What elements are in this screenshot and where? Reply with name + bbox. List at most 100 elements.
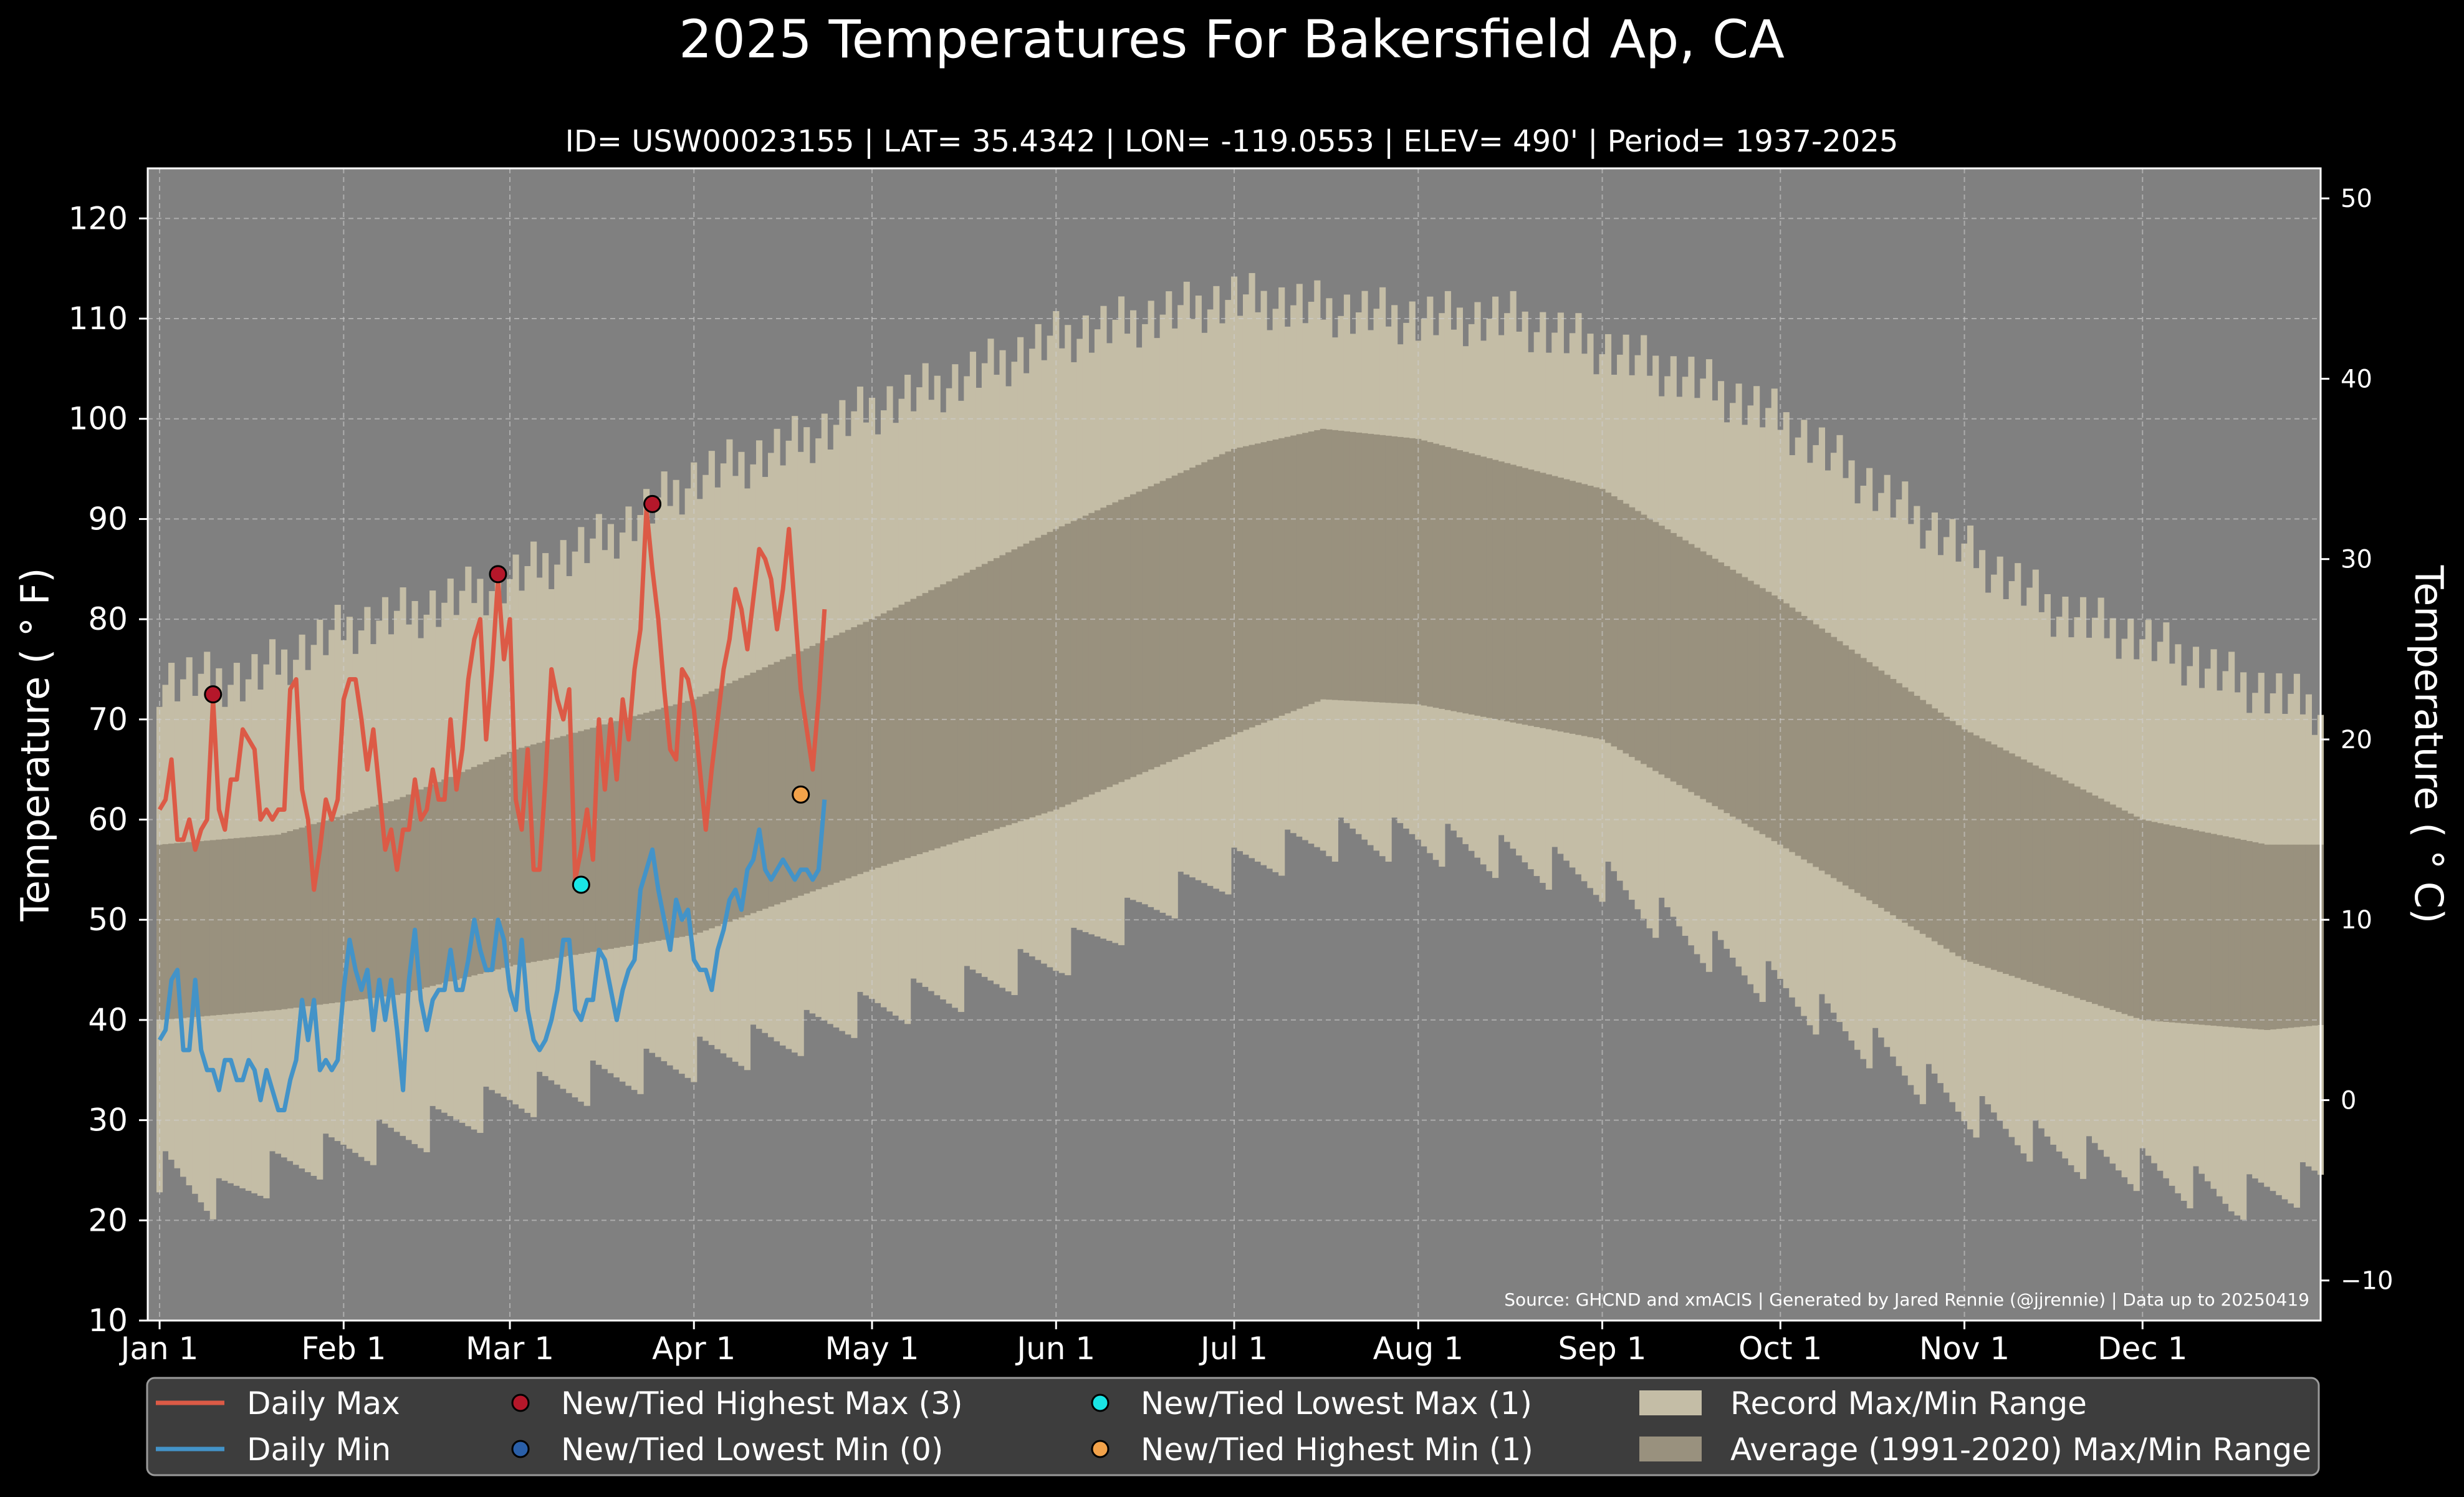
tick-label-x: Sep 1 xyxy=(1558,1331,1647,1367)
average-range-bar xyxy=(1326,429,1333,700)
daily-lines xyxy=(157,506,827,1112)
average-range-bar xyxy=(625,718,632,946)
average-range-bar xyxy=(684,701,691,936)
average-range-bar xyxy=(435,782,442,984)
record-markers xyxy=(204,494,810,894)
average-range-bar xyxy=(1368,433,1374,702)
average-range-bar xyxy=(952,578,959,843)
average-range-bar xyxy=(1902,687,1909,923)
average-range-bar xyxy=(239,837,246,1013)
average-range-bar xyxy=(1237,447,1244,733)
average-range-bar xyxy=(1255,443,1262,725)
average-range-bar xyxy=(245,837,252,1013)
average-range-bar xyxy=(168,844,175,1019)
average-range-bar xyxy=(1041,534,1048,814)
average-range-bar xyxy=(1717,562,1725,810)
average-range-bar xyxy=(441,779,448,983)
average-range-bar xyxy=(1082,516,1089,797)
average-range-bar xyxy=(1142,489,1149,773)
average-range-bar xyxy=(1124,497,1131,780)
average-range-bar xyxy=(661,708,668,940)
average-range-bar xyxy=(1308,431,1315,705)
tick-label-f: 10 xyxy=(88,1302,128,1339)
average-range-bar xyxy=(957,575,964,841)
average-range-bar xyxy=(928,590,935,850)
average-range-bar xyxy=(1795,612,1801,856)
average-range-bar xyxy=(1641,514,1647,764)
tick-label-x: Mar 1 xyxy=(466,1331,554,1367)
average-range-bar xyxy=(1652,522,1659,771)
average-range-bar xyxy=(1159,481,1166,765)
average-range-bar xyxy=(1201,462,1208,748)
average-range-bar xyxy=(1896,683,1902,919)
average-range-bar xyxy=(1848,649,1855,890)
average-range-bar xyxy=(1712,559,1719,806)
average-range-bar xyxy=(1278,438,1285,716)
average-range-bar xyxy=(1058,526,1065,807)
average-range-bar xyxy=(566,734,573,956)
average-range-bar xyxy=(1403,437,1410,704)
tick-label-f: 30 xyxy=(88,1102,128,1138)
average-range-bar xyxy=(1747,580,1754,827)
left-axis-label: Temperature ( ° F) xyxy=(12,568,58,922)
average-range-bar xyxy=(762,667,769,909)
average-range-bar xyxy=(1955,725,1962,956)
tick-label-x: Feb 1 xyxy=(301,1331,386,1367)
average-range-bar xyxy=(1296,434,1303,709)
average-range-bar xyxy=(1824,632,1831,875)
average-range-bar xyxy=(880,613,888,866)
average-range-bar xyxy=(1937,712,1944,945)
average-range-bar xyxy=(893,607,899,862)
daily-max-line xyxy=(157,506,827,892)
chart-title: 2025 Temperatures For Bakersfield Ap, CA xyxy=(679,9,1785,70)
average-range-bar xyxy=(192,841,199,1018)
average-range-bar xyxy=(489,759,496,971)
average-range-bar xyxy=(2311,844,2318,1026)
average-range-bar xyxy=(1723,566,1730,814)
average-range-bar xyxy=(1789,607,1796,852)
average-range-bar xyxy=(364,808,371,999)
average-range-bar xyxy=(1385,435,1392,703)
average-range-bar xyxy=(471,767,477,976)
average-range-bar xyxy=(1540,473,1546,728)
average-range-bar xyxy=(2270,844,2276,1030)
average-range-bar xyxy=(631,716,638,945)
average-range-bar xyxy=(1361,433,1368,702)
legend-marker-swatch xyxy=(511,1440,530,1458)
average-range-bar xyxy=(2252,842,2259,1029)
tick-label-c: 40 xyxy=(2341,365,2372,393)
average-range-bar xyxy=(2050,774,2057,990)
tick-label-f: 100 xyxy=(69,401,128,437)
average-range-bar xyxy=(1314,430,1321,702)
average-range-bar xyxy=(1919,700,1926,934)
average-range-bar xyxy=(2175,827,2182,1023)
average-range-bar xyxy=(643,713,650,943)
average-range-bar xyxy=(1563,479,1570,733)
average-range-bar xyxy=(1931,708,1938,941)
average-range-bar xyxy=(583,729,590,953)
average-range-bar xyxy=(1528,469,1535,726)
average-range-bar xyxy=(352,812,359,1001)
average-range-bar xyxy=(1183,470,1190,755)
tick-label-f: 120 xyxy=(69,200,128,236)
average-range-bar xyxy=(1765,592,1772,838)
average-range-bar xyxy=(2062,780,2069,994)
average-range-bar xyxy=(1985,741,1992,968)
legend: Daily Max Daily Min New/Tied Highest Max (… xyxy=(146,1377,2320,1476)
tick-label-c: 20 xyxy=(2341,726,2372,754)
average-range-bar xyxy=(1771,595,1778,842)
average-range-bar xyxy=(1260,442,1267,723)
average-range-bar xyxy=(1604,493,1612,743)
average-range-bar xyxy=(602,724,608,950)
daily-min-line xyxy=(157,799,827,1112)
average-range-bar xyxy=(1676,536,1683,786)
average-range-bar xyxy=(863,622,870,872)
average-range-bar xyxy=(2222,836,2229,1027)
average-range-bar xyxy=(1492,460,1499,720)
average-range-bar xyxy=(162,844,169,1020)
average-range-bar xyxy=(1925,704,1932,938)
legend-label: Daily Max xyxy=(247,1385,400,1422)
average-range-bar xyxy=(1136,491,1143,775)
legend-marker-swatch xyxy=(1091,1394,1110,1412)
average-range-bar xyxy=(1813,624,1819,867)
